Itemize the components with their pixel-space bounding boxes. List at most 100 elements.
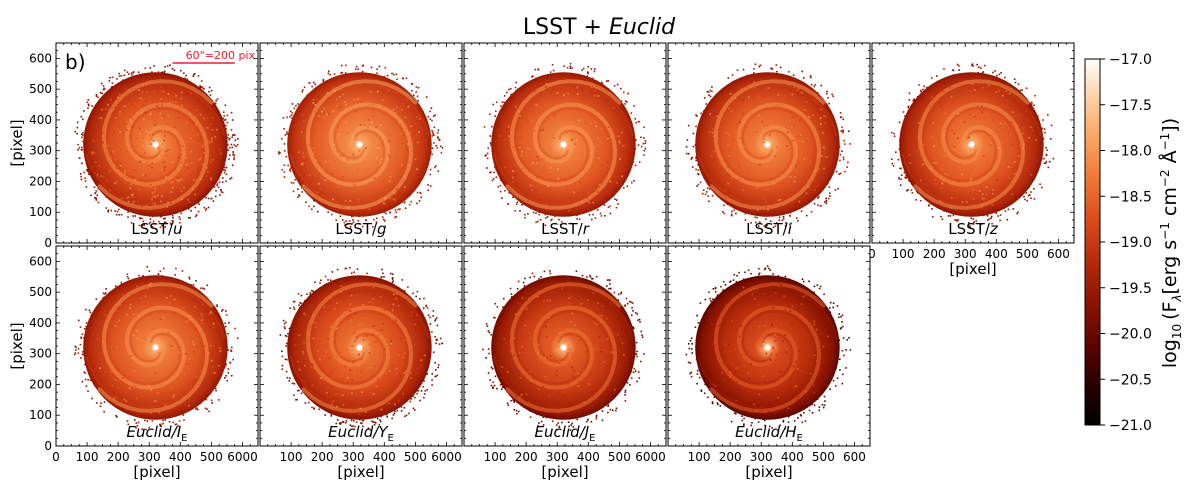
- edge-pixel: [345, 220, 347, 222]
- edge-pixel: [940, 215, 942, 218]
- edge-pixel: [419, 191, 421, 194]
- edge-pixel: [360, 422, 362, 424]
- edge-pixel: [433, 142, 435, 144]
- disk-pixel: [423, 354, 426, 357]
- edge-pixel: [118, 214, 121, 216]
- edge-pixel: [552, 69, 555, 72]
- edge-pixel: [412, 94, 415, 97]
- disk-pixel: [1008, 174, 1011, 176]
- disk-pixel: [798, 200, 801, 203]
- disk-pixel: [509, 350, 512, 353]
- colorbar-tick-label: −20.0: [1109, 327, 1152, 343]
- disk-pixel: [129, 303, 132, 306]
- disk-pixel: [96, 173, 99, 176]
- edge-pixel: [414, 409, 416, 411]
- edge-pixel: [540, 276, 542, 278]
- edge-pixel: [139, 217, 142, 220]
- edge-pixel: [111, 76, 114, 79]
- edge-pixel: [190, 210, 192, 212]
- disk-pixel: [931, 136, 933, 138]
- disk-pixel: [114, 158, 117, 161]
- edge-pixel: [137, 71, 140, 73]
- disk-pixel: [160, 391, 162, 393]
- edge-pixel: [183, 419, 185, 421]
- disk-pixel: [145, 100, 147, 102]
- edge-pixel: [758, 267, 760, 270]
- disk-pixel: [922, 163, 924, 166]
- disk-pixel: [151, 337, 154, 340]
- disk-pixel: [407, 105, 410, 108]
- disk-pixel: [605, 318, 608, 320]
- edge-pixel: [199, 287, 202, 289]
- edge-pixel: [423, 297, 425, 300]
- edge-pixel: [229, 154, 231, 156]
- disk-pixel: [593, 146, 595, 149]
- edge-pixel: [224, 364, 227, 367]
- edge-pixel: [952, 214, 955, 216]
- edge-pixel: [571, 67, 573, 69]
- disk-pixel: [775, 352, 777, 354]
- edge-pixel: [429, 110, 431, 113]
- edge-pixel: [708, 94, 710, 96]
- disk-pixel: [577, 379, 580, 382]
- disk-pixel: [99, 367, 101, 369]
- x-tick-label: 6000: [227, 450, 258, 464]
- disk-pixel: [807, 128, 809, 131]
- edge-pixel: [609, 205, 611, 208]
- edge-pixel: [711, 402, 714, 405]
- disk-pixel: [309, 174, 311, 177]
- disk-pixel: [820, 332, 823, 335]
- disk-pixel: [735, 404, 738, 407]
- edge-pixel: [225, 173, 228, 176]
- disk-pixel: [411, 149, 413, 152]
- disk-pixel: [545, 335, 548, 338]
- edge-pixel: [361, 422, 363, 425]
- edge-pixel: [392, 280, 394, 282]
- edge-pixel: [283, 128, 285, 130]
- disk-pixel: [158, 155, 161, 158]
- edge-pixel: [842, 373, 844, 376]
- disk-pixel: [354, 312, 357, 315]
- disk-pixel: [530, 120, 532, 123]
- edge-pixel: [287, 164, 289, 167]
- edge-pixel: [390, 272, 392, 275]
- edge-pixel: [696, 314, 698, 317]
- disk-pixel: [203, 116, 206, 118]
- edge-pixel: [395, 211, 397, 214]
- edge-pixel: [227, 144, 229, 146]
- disk-pixel: [765, 352, 768, 355]
- edge-pixel: [913, 98, 915, 101]
- edge-pixel: [620, 291, 623, 294]
- disk-pixel: [760, 395, 763, 398]
- edge-pixel: [195, 280, 197, 282]
- edge-pixel: [708, 291, 710, 294]
- edge-pixel: [831, 93, 833, 96]
- edge-pixel: [502, 306, 504, 308]
- panel-ticks: [667, 42, 871, 244]
- edge-pixel: [586, 75, 589, 77]
- disk-pixel: [814, 170, 817, 173]
- edge-pixel: [516, 412, 518, 415]
- edge-pixel: [214, 102, 217, 105]
- edge-pixel: [912, 99, 914, 102]
- x-axis-label: [pixel]: [949, 260, 996, 278]
- disk-pixel: [553, 340, 555, 343]
- disk-pixel: [370, 91, 373, 94]
- disk-pixel: [212, 158, 214, 161]
- disk-pixel: [363, 181, 366, 184]
- disk-pixel: [613, 106, 615, 109]
- panel-ticks: [259, 42, 463, 244]
- edge-pixel: [103, 401, 106, 403]
- disk-pixel: [529, 184, 532, 187]
- edge-pixel: [1031, 103, 1033, 105]
- disk-pixel: [414, 158, 417, 160]
- edge-pixel: [494, 317, 496, 319]
- x-tick-label: 200: [107, 450, 130, 464]
- edge-pixel: [233, 154, 235, 156]
- disk-pixel: [793, 175, 796, 178]
- edge-pixel: [842, 337, 845, 339]
- disk-pixel: [940, 187, 943, 189]
- disk-pixel: [369, 343, 371, 346]
- disk-pixel: [392, 309, 394, 312]
- edge-pixel: [493, 171, 495, 174]
